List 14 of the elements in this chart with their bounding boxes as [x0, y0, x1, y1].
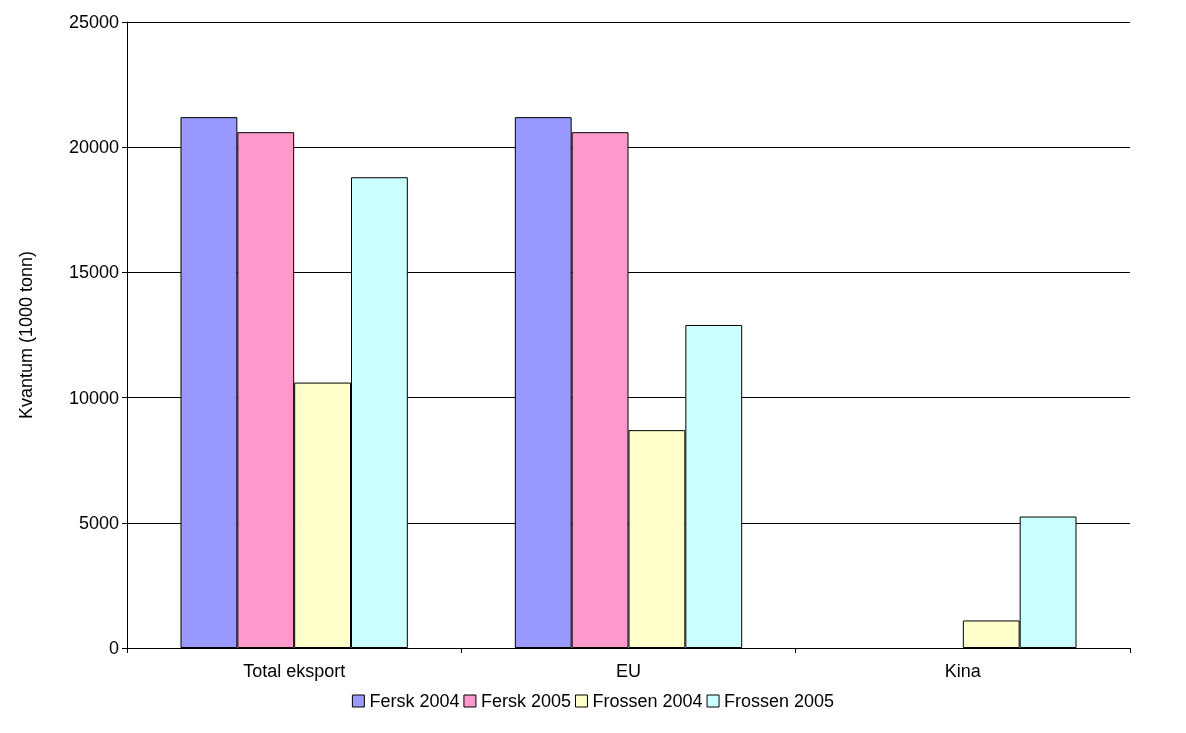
x-tick-label: EU: [615, 661, 642, 681]
y-tick-label: 0: [108, 638, 119, 658]
y-tick-label: 15000: [68, 262, 119, 283]
y-tick-label: 5000: [78, 512, 119, 533]
x-tick-label: Total eksport: [243, 661, 346, 681]
y-tick-label: 20000: [68, 137, 119, 158]
legend-label: Fersk 2004: [369, 691, 460, 711]
legend-label: Frossen 2004: [592, 691, 703, 711]
y-tick-label: 25000: [68, 12, 119, 32]
y-axis-title: Kvantum (1000 tonn): [16, 250, 36, 420]
x-tick-label: Kina: [944, 661, 982, 681]
legend-label: Fersk 2005: [480, 691, 571, 711]
y-tick-label: 10000: [68, 387, 119, 408]
legend-label: Frossen 2005: [724, 691, 835, 711]
